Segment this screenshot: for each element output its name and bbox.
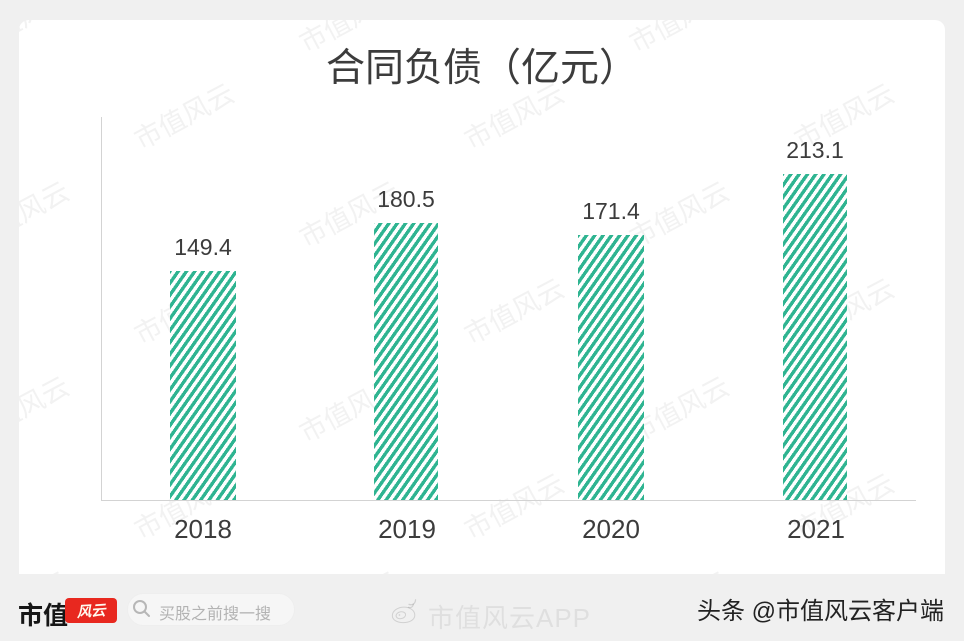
svg-text:风云: 风云 xyxy=(76,603,108,621)
